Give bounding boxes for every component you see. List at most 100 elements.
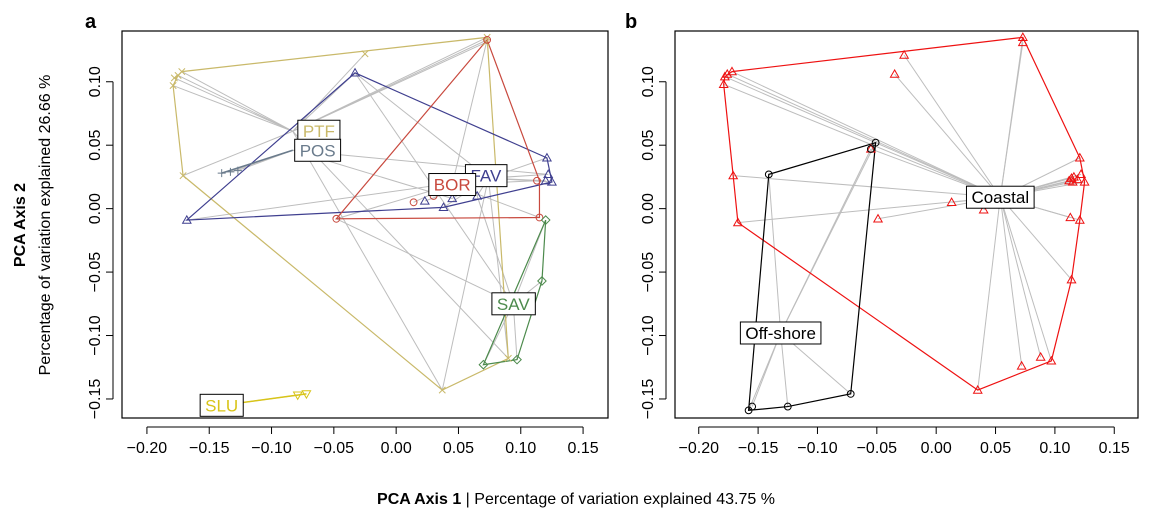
hull-sav [482,219,547,366]
y-tick-label: 0.05 [640,130,657,161]
x-tick-label: −0.15 [738,440,779,457]
y-tick-label: −0.05 [87,252,104,293]
data-point [899,49,910,59]
data-point [732,217,743,227]
spoke-line [733,175,1001,198]
data-point [872,213,884,223]
y-axis-title-bold: PCA Axis 2 [12,183,29,267]
y-tick-label: −0.10 [87,315,104,356]
x-tick-label: 0.10 [1039,440,1070,457]
y-tick-label: −0.15 [87,379,104,420]
spoke-line [731,71,1001,198]
group-label: SAV [497,295,530,314]
pos-segment [221,149,293,174]
data-point [728,170,739,180]
group-label-box [199,393,244,417]
x-tick-label: 0.05 [980,440,1011,457]
data-point [512,354,522,365]
spoke-line [172,85,293,132]
group-label: POS [300,141,336,160]
data-point [178,68,186,76]
panel-letter: a [85,11,97,33]
panel-b: b Coastal Off-shore −0.20 −0.15 −0.10 −0.05 0.0… [625,11,1139,457]
data-point [1075,169,1087,179]
data-point [546,176,557,186]
x-axis: −0.20 −0.15 −0.10 −0.05 0.00 0.05 0.10 0.15 [127,426,599,457]
data-point [233,166,242,175]
spoke-line [451,39,488,185]
data-point [972,384,983,394]
data-point [1074,152,1085,162]
spoke-line [977,197,1001,391]
data-point [540,215,551,225]
x-tick-label: 0.15 [568,440,599,457]
points-ptf [169,33,512,394]
data-point [1017,37,1028,47]
data-point [1065,212,1076,222]
spoke-line [724,76,1001,198]
data-point [292,391,303,401]
data-point [332,214,341,223]
y-tick-label: −0.15 [640,379,657,420]
x-axis: −0.20 −0.15 −0.10 −0.05 0.00 0.05 0.10 0.15 [679,426,1130,457]
data-point [846,389,855,398]
data-point [1068,171,1079,181]
x-tick-label: −0.10 [797,440,838,457]
data-point [744,406,753,415]
data-point [179,172,187,180]
group-label-box [491,292,536,316]
spoke-line [182,130,293,177]
spoke-line [292,39,488,132]
data-point [764,170,773,179]
y-axis-title-detail: Percentage of variation explained 26.66 … [37,75,54,376]
data-point [301,390,312,400]
y-axis: −0.15 −0.10 −0.05 0.00 0.05 0.10 [87,66,114,420]
group-label: PTF [303,122,335,141]
spoke-line [292,130,443,391]
x-axis-title-detail: Percentage of variation explained 43.75 … [474,491,775,508]
y-axis: −0.15 −0.10 −0.05 0.00 0.05 0.10 [640,66,667,420]
spoke-line [748,332,782,411]
spoke-line [177,74,293,132]
data-point [419,195,430,205]
data-point [537,276,547,286]
spoke-line [780,332,789,407]
group-label: BOR [434,176,471,195]
spokes [723,37,1085,411]
data-point [1079,176,1090,186]
group-label-box [965,185,1035,209]
x-tick-label: −0.10 [251,440,292,457]
points-fav [181,67,557,224]
points-coastal [718,32,1090,394]
data-point [783,402,792,411]
hull-bor [335,38,541,220]
points-slu [292,390,312,401]
data-point [1016,360,1027,370]
x-axis-title: PCA Axis 1 | Percentage of variation exp… [377,491,775,508]
group-label: Off-shore [745,324,816,343]
data-point [409,198,418,207]
x-axis-title-sep: | [466,491,475,508]
group-label: FAV [470,167,502,186]
y-tick-label: 0.05 [87,130,104,161]
plot-frame [674,30,1139,419]
data-point [535,213,544,222]
x-tick-label: 0.05 [443,440,474,457]
data-point [866,145,875,153]
spoke-line [487,178,509,359]
spokes [172,36,552,406]
data-point [217,169,226,178]
data-point [438,202,449,212]
data-point [483,35,492,44]
data-point [871,138,880,147]
data-point [946,197,957,206]
data-point [447,193,458,203]
data-point [540,175,551,185]
data-point [718,79,729,88]
spoke-line [723,83,1001,198]
x-tick-label: 0.00 [921,440,952,457]
x-tick-label: −0.05 [314,440,355,457]
spoke-line [999,197,1023,367]
y-tick-label: 0.00 [87,193,104,224]
